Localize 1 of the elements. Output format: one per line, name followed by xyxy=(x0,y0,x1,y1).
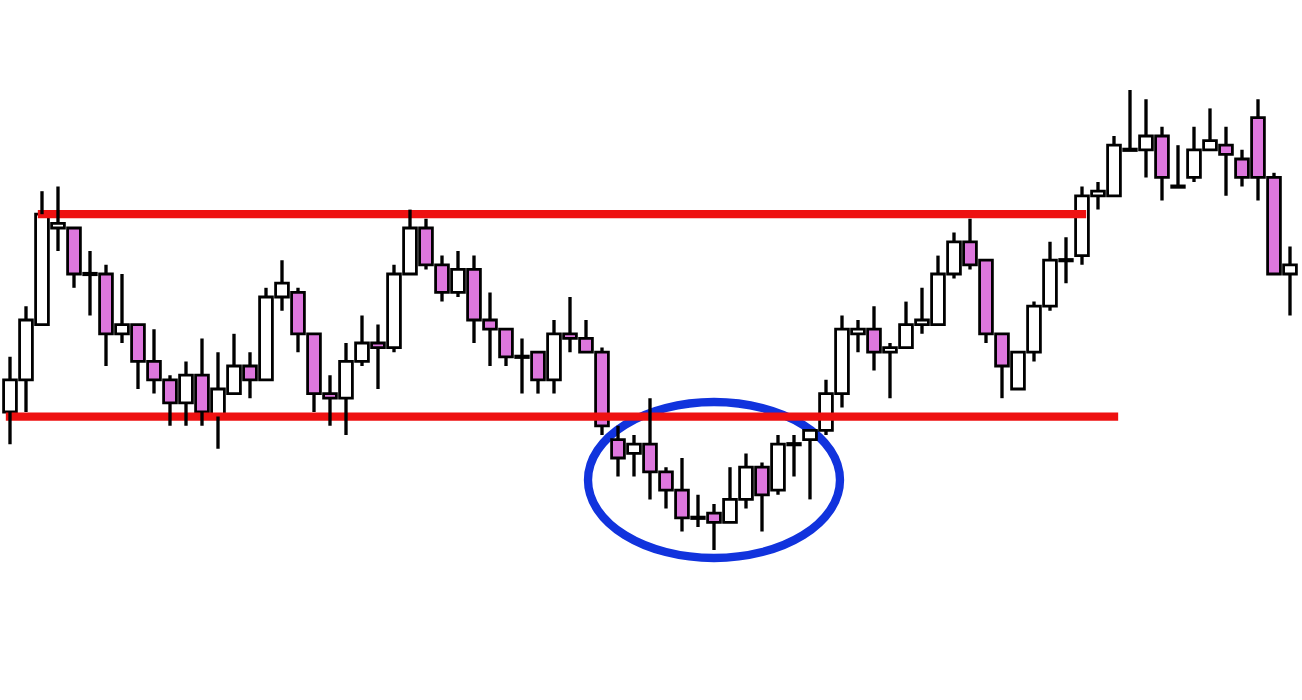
candlestick xyxy=(1170,143,1186,189)
